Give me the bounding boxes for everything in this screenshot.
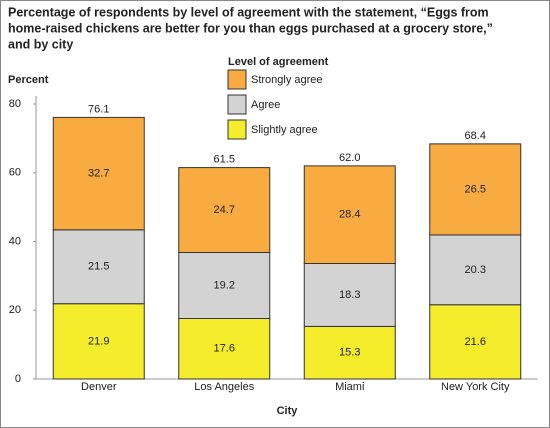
total-label: 68.4 (465, 130, 486, 142)
legend-swatch (227, 94, 247, 115)
y-tick-label: 40 (9, 235, 21, 247)
bar-segment (178, 252, 271, 319)
y-tick-label: 80 (9, 98, 21, 110)
value-label: 24.7 (214, 204, 235, 216)
value-label: 26.5 (465, 183, 486, 195)
total-label: 62.0 (339, 152, 360, 164)
bar-segment (429, 143, 522, 236)
legend-title: Level of agreement (228, 56, 329, 68)
x-axis-label: City (277, 405, 299, 417)
bar-segment (178, 318, 271, 380)
chart-title: home-raised chickens are better for you … (8, 21, 493, 35)
bar-segment (429, 234, 522, 306)
value-label: 32.7 (88, 168, 109, 180)
total-label: 76.1 (88, 103, 109, 115)
value-label: 15.3 (339, 347, 360, 359)
value-label: 17.6 (214, 343, 235, 355)
legend-swatch (227, 119, 247, 140)
y-tick-label: 60 (9, 167, 21, 179)
value-label: 19.2 (214, 279, 235, 291)
x-tick-label: Denver (81, 381, 117, 393)
bar-segment (178, 167, 271, 253)
legend-label: Slightly agree (251, 124, 318, 136)
value-label: 21.6 (465, 336, 486, 348)
legend-swatch (227, 69, 247, 90)
bar-segment (52, 303, 145, 380)
value-label: 18.3 (339, 289, 360, 301)
bar-segment (303, 165, 396, 264)
value-label: 20.3 (465, 264, 486, 276)
value-label: 21.9 (88, 335, 109, 347)
bar-segment (429, 304, 522, 380)
bar-segment (303, 325, 396, 380)
total-label: 61.5 (214, 154, 235, 166)
y-tick-label: 20 (9, 304, 21, 316)
value-label: 21.5 (88, 261, 109, 273)
legend-label: Strongly agree (251, 74, 323, 86)
bar-segment (303, 263, 396, 327)
legend-label: Agree (251, 99, 280, 111)
x-tick-label: New York City (441, 381, 510, 393)
x-tick-label: Miami (335, 381, 364, 393)
chart-title: and by city (8, 37, 73, 51)
y-axis-label: Percent (8, 74, 49, 86)
chart-title: Percentage of respondents by level of ag… (8, 5, 489, 19)
y-tick-label: 0 (15, 373, 21, 385)
value-label: 28.4 (339, 209, 360, 221)
bar-segment (52, 116, 145, 231)
bar-segment (52, 229, 145, 305)
x-tick-label: Los Angeles (194, 381, 254, 393)
